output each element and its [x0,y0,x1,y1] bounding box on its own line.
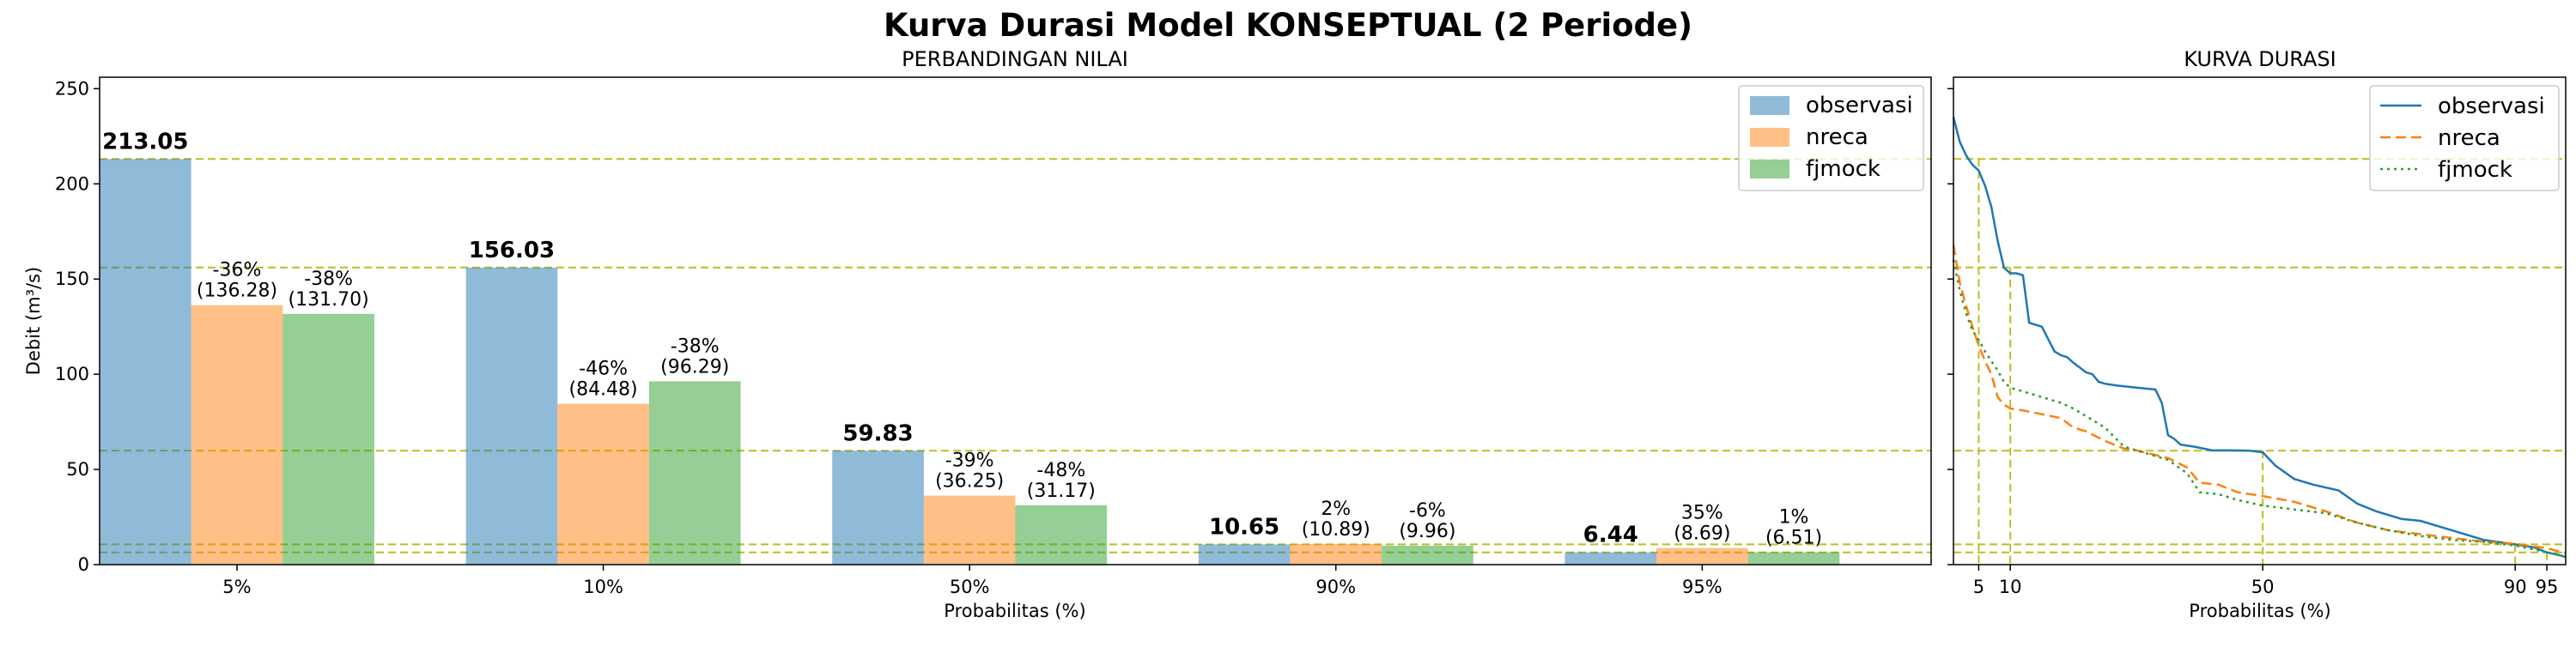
bar-legend: observasi nreca fjmock [1738,85,1924,191]
fjmock-percent-label: -38% [671,336,720,357]
bar-panel-title: PERBANDINGAN NILAI [902,47,1128,71]
duration-x-ticks: 5 10 50 90 95 [1973,565,2559,597]
nreca-percent-label: -46% [579,359,628,380]
nreca-value-label: (84.48) [568,379,637,401]
duration-guide-lines [1953,158,2566,565]
nreca-percent-label: -39% [945,450,994,472]
duration-line-nreca [1952,245,2567,554]
bar-y-tick-label: 150 [55,269,89,289]
duration-line-observasi [1952,117,2567,559]
bar-fjmock-10pct [648,381,741,565]
bar-plot-frame [99,76,1932,565]
nreca-percent-label: -36% [213,260,262,281]
bar-nreca-90pct [1290,543,1382,565]
bar-guide-lines [100,158,1931,553]
duration-legend-label-fjmock: fjmock [2438,157,2512,183]
bar-y-tick-label: 250 [55,78,89,99]
observasi-value-label: 6.44 [1583,523,1638,548]
duration-x-tick-label: 5 [1973,577,1984,597]
nreca-value-label: (36.25) [935,471,1004,493]
bar-observasi-50pct [832,450,924,565]
duration-panel-title: KURVA DURASI [2184,47,2336,71]
bar-y-tick-label: 100 [55,364,89,384]
bar-x-tick-label: 5% [222,577,251,597]
nreca-percent-label: 35% [1681,503,1723,524]
fjmock-value-label: (131.70) [289,289,369,311]
bar-nreca-5pct [191,305,283,565]
duration-legend: observasi nreca fjmock [2369,85,2560,191]
duration-series [1952,117,2567,559]
bar-x-tick-label: 50% [950,577,990,597]
bar-y-axis-label: Debit (m³/s) [23,267,44,375]
observasi-value-label: 213.05 [102,129,188,154]
nreca-value-label: (10.89) [1302,519,1370,541]
bar-x-axis-label: Probabilitas (%) [944,601,1085,621]
bar-x-tick-label: 95% [1682,577,1722,597]
bar-observasi-10pct [465,267,558,565]
bar-nreca-95pct [1656,547,1748,565]
fjmock-value-label: (96.29) [660,356,729,378]
bar-observasi-90pct [1198,544,1291,565]
bar-fjmock-95pct [1747,552,1840,565]
duration-legend-label-observasi: observasi [2438,94,2545,119]
fjmock-value-label: (31.17) [1027,481,1096,502]
duration-x-tick-label: 90 [2504,577,2527,597]
nreca-percent-label: 2% [1321,499,1351,520]
bar-observasi-5pct [100,159,191,565]
bar-marks [100,159,1840,565]
duration-curve-panel: KURVA DURASI 5 10 50 90 95 Probabilitas (%) … [1947,47,2567,621]
fjmock-percent-label: -48% [1036,460,1085,481]
bar-fjmock-50pct [1015,505,1108,565]
bar-legend-swatch-fjmock [1750,160,1789,178]
duration-legend-box [2369,85,2560,191]
fjmock-value-label: (9.96) [1399,521,1455,542]
bar-x-ticks: 5% 10% 50% 90% 95% [222,565,1722,597]
fjmock-value-label: (6.51) [1765,528,1822,549]
bar-fjmock-5pct [283,313,374,565]
fjmock-percent-label: -6% [1409,500,1446,522]
observasi-value-label: 10.65 [1209,514,1279,540]
bar-x-tick-label: 10% [583,577,623,597]
bar-nreca-10pct [557,403,649,565]
duration-y-ticks [1947,88,1953,565]
duration-x-tick-label: 50 [2251,577,2275,597]
fjmock-percent-label: -38% [304,269,353,290]
bar-y-tick-label: 0 [78,554,89,575]
bar-legend-label-fjmock: fjmock [1806,156,1880,182]
bar-value-labels: 213.05 156.03 59.83 10.65 6.44 -36%(136.28) -4… [102,129,1822,548]
bar-x-tick-label: 90% [1315,577,1356,597]
duration-x-axis-label: Probabilitas (%) [2189,601,2330,621]
duration-x-tick-label: 10 [1999,577,2022,597]
duration-legend-label-nreca: nreca [2438,125,2500,151]
figure-title: Kurva Durasi Model KONSEPTUAL (2 Periode… [884,7,1692,44]
bar-y-ticks: 0 50 100 150 200 250 [55,78,100,575]
bar-legend-swatch-observasi [1750,96,1789,115]
duration-line-fjmock [1952,259,2567,559]
bar-nreca-50pct [923,495,1016,565]
bar-observasi-95pct [1564,552,1657,565]
bar-y-tick-label: 50 [66,459,89,480]
bar-y-tick-label: 200 [55,173,89,194]
bar-legend-label-observasi: observasi [1806,93,1913,118]
bar-legend-label-nreca: nreca [1806,124,1868,150]
bar-legend-swatch-nreca [1750,128,1789,147]
bar-panel: PERBANDINGAN NILAI 213.05 156.03 59.83 10.6… [23,47,1932,621]
fjmock-percent-label: 1% [1779,507,1809,529]
bar-fjmock-90pct [1382,545,1473,565]
duration-x-tick-label: 95 [2536,577,2559,597]
nreca-value-label: (136.28) [197,281,277,302]
observasi-value-label: 156.03 [469,238,555,263]
duration-plot-frame [1953,76,2567,565]
observasi-value-label: 59.83 [842,420,913,446]
nreca-value-label: (8.69) [1674,523,1730,545]
